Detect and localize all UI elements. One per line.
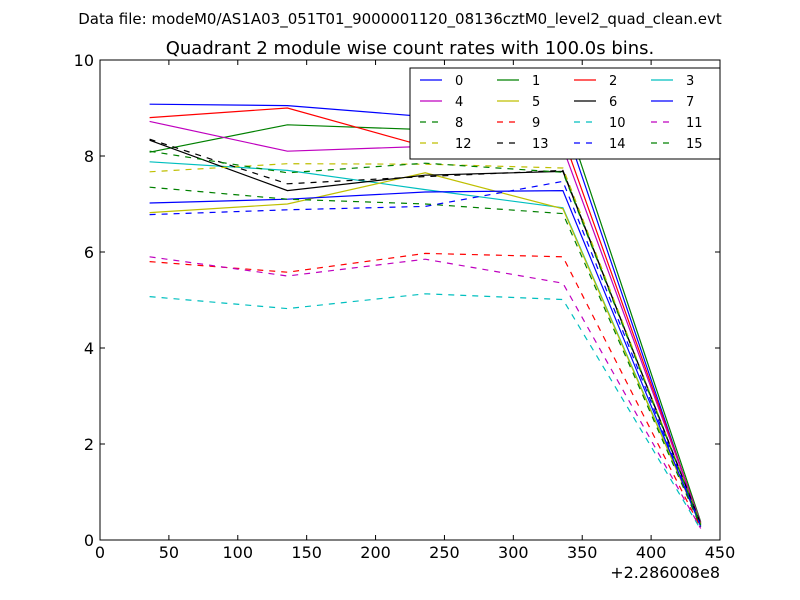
x-tick-label: 200 (360, 543, 391, 562)
y-tick-label: 6 (84, 243, 94, 262)
series-line-12 (149, 163, 702, 525)
series-line-1 (149, 108, 702, 522)
plot-frame (99, 59, 721, 541)
x-tick-label: 300 (498, 543, 529, 562)
series-line-11 (149, 256, 702, 529)
x-tick-label: 50 (159, 543, 179, 562)
y-tick-label: 0 (84, 531, 94, 550)
series-line-10 (149, 293, 702, 530)
series-line-7 (149, 189, 702, 527)
x-tick-label: 100 (223, 543, 254, 562)
x-tick-label: 350 (567, 543, 598, 562)
series-line-5 (149, 172, 702, 526)
chart-title: Quadrant 2 module wise count rates with … (166, 38, 655, 59)
legend-label-11: 11 (686, 116, 703, 131)
series-line-9 (149, 252, 702, 529)
x-tick-label: 450 (705, 543, 736, 562)
series-line-15 (149, 150, 702, 526)
legend-label-0: 0 (455, 74, 463, 89)
series-layer (149, 103, 702, 530)
y-tick-label: 2 (84, 435, 94, 454)
legend-label-12: 12 (455, 137, 472, 152)
legend-label-9: 9 (532, 116, 540, 131)
legend-label-6: 6 (609, 95, 617, 110)
y-tick-label: 4 (84, 339, 94, 358)
x-offset-label: +2.286008e8 (610, 563, 720, 582)
y-tick-label: 10 (74, 51, 94, 70)
x-tick-label: 400 (636, 543, 667, 562)
legend-label-14: 14 (609, 137, 626, 152)
series-line-3 (149, 161, 702, 525)
legend-label-15: 15 (686, 137, 703, 152)
legend-label-10: 10 (609, 116, 626, 131)
x-tick-label: 250 (429, 543, 460, 562)
legend-label-13: 13 (532, 137, 549, 152)
y-tick-label: 8 (84, 147, 94, 166)
series-line-6 (149, 139, 702, 524)
legend-frame (409, 67, 721, 160)
legend-label-3: 3 (686, 74, 694, 89)
legend-label-5: 5 (532, 95, 540, 110)
figure-suptitle: Data file: modeM0/AS1A03_051T01_90000011… (78, 10, 722, 29)
x-tick-label: 0 (95, 543, 105, 562)
legend-label-8: 8 (455, 116, 463, 131)
series-line-8 (149, 186, 702, 528)
legend-label-4: 4 (455, 95, 463, 110)
series-line-4 (149, 120, 702, 523)
legend-label-2: 2 (609, 74, 617, 89)
legend-label-1: 1 (532, 74, 540, 89)
series-line-14 (149, 180, 702, 526)
legend-label-7: 7 (686, 95, 694, 110)
x-tick-label: 150 (291, 543, 322, 562)
series-line-13 (149, 138, 702, 525)
